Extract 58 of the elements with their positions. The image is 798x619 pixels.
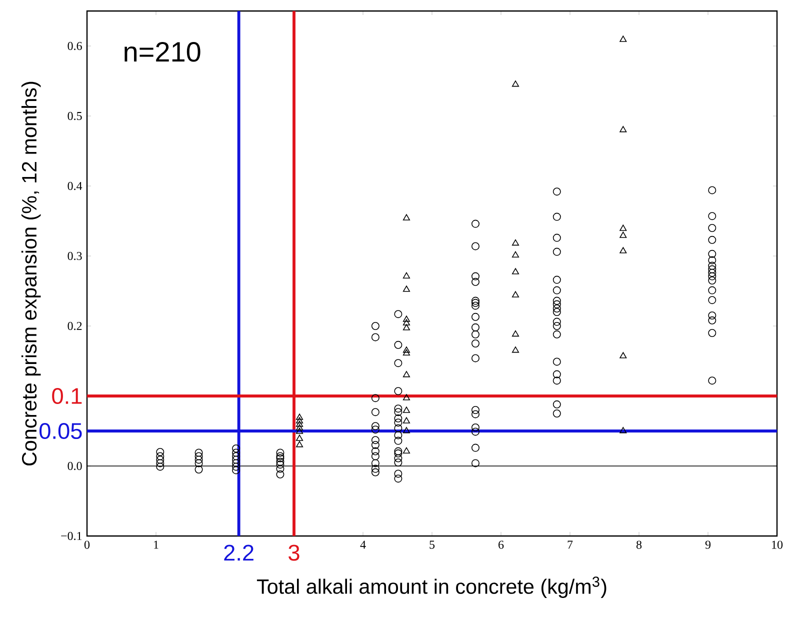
x-tick-label: 1 xyxy=(154,540,158,549)
point xyxy=(512,80,520,87)
y-tick-label: 0.5 xyxy=(68,112,82,120)
point xyxy=(402,272,410,279)
point xyxy=(296,424,304,430)
point xyxy=(620,352,627,358)
x-tick-label: 0 xyxy=(84,540,90,549)
point xyxy=(620,247,627,254)
y-tick-label: 0.4 xyxy=(68,182,82,190)
point xyxy=(402,319,410,326)
x-tick-label: 8 xyxy=(636,540,642,549)
annotation: n=210 xyxy=(124,42,200,62)
point xyxy=(402,394,410,400)
point xyxy=(296,441,304,448)
point xyxy=(296,414,304,420)
point xyxy=(620,224,627,231)
y-tick-label: 0.6 xyxy=(68,42,82,50)
ref-line-label: 0.05 xyxy=(40,422,82,440)
y-tick-label: 0.0 xyxy=(68,462,82,470)
point xyxy=(402,417,410,424)
ref-line-label: 3 xyxy=(288,544,300,561)
point xyxy=(402,346,410,353)
x-tick-label: 5 xyxy=(430,540,435,549)
x-tick-label: 10 xyxy=(772,540,783,549)
ref-line-label: 0.1 xyxy=(52,388,82,404)
point xyxy=(620,427,627,434)
point xyxy=(296,417,304,424)
point xyxy=(512,330,520,337)
point xyxy=(402,316,410,322)
point xyxy=(620,232,627,238)
point xyxy=(402,406,410,413)
ref-line-label: 2.2 xyxy=(224,544,254,561)
point xyxy=(512,239,520,246)
point xyxy=(402,371,410,378)
point xyxy=(402,286,410,292)
point xyxy=(512,346,520,353)
point xyxy=(296,428,304,434)
point xyxy=(620,36,627,42)
x-tick-label: 9 xyxy=(705,540,711,549)
y-tick-label: 0.3 xyxy=(68,252,82,260)
point xyxy=(402,214,410,220)
point xyxy=(402,427,410,434)
point xyxy=(296,420,304,427)
point xyxy=(620,126,627,132)
x-axis-title: Total alkali amount in concrete (kg/m$^{3}$) xyxy=(256,576,606,598)
point xyxy=(512,291,520,298)
point xyxy=(296,434,304,441)
y-tick-label: −0.1 xyxy=(61,532,82,540)
x-tick-label: 7 xyxy=(568,540,573,549)
x-tick-label: 4 xyxy=(360,540,366,549)
point xyxy=(512,251,520,258)
y-axis-title: Concrete prism expansion (%, 12 months) xyxy=(21,82,41,466)
x-tick-label: 6 xyxy=(498,540,504,549)
point xyxy=(402,447,410,454)
y-tick-label: 0.2 xyxy=(68,322,82,330)
point xyxy=(402,349,410,356)
point xyxy=(402,324,410,330)
point xyxy=(512,268,520,274)
